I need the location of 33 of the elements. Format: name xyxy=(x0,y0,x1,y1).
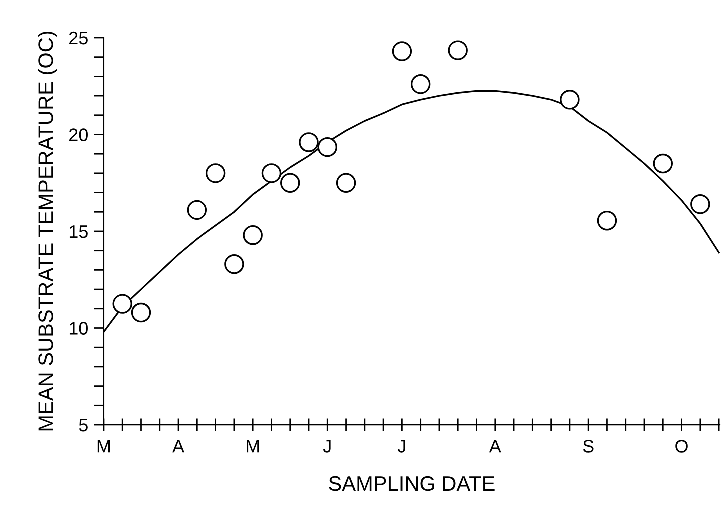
y-tick-label: 10 xyxy=(70,322,88,335)
x-tick-label: M xyxy=(247,440,260,453)
point xyxy=(224,254,244,274)
point xyxy=(318,137,338,158)
y-tick-label: 15 xyxy=(70,226,88,238)
point xyxy=(280,173,300,193)
point xyxy=(299,132,319,152)
point xyxy=(392,42,412,62)
point xyxy=(206,164,226,184)
point xyxy=(410,74,431,94)
x-tick-label: M xyxy=(98,440,110,453)
point xyxy=(597,210,618,231)
y-axis-title: MEAN SUBSTRATE TEMPERATURE (OC) xyxy=(38,32,58,431)
point xyxy=(187,200,208,220)
x-tick-label: J xyxy=(323,440,331,453)
point xyxy=(112,294,132,314)
point xyxy=(560,90,580,110)
x-tick-label: J xyxy=(398,440,406,453)
y-tick-label: 5 xyxy=(79,419,88,432)
point xyxy=(653,154,674,174)
x-tick-label: S xyxy=(583,440,594,453)
point xyxy=(243,226,263,246)
point xyxy=(690,194,710,214)
point xyxy=(448,40,468,60)
x-tick-label: A xyxy=(489,440,502,453)
point xyxy=(262,164,282,184)
y-tick-label: 25 xyxy=(70,32,88,45)
x-tick-label: A xyxy=(172,440,185,453)
point xyxy=(336,173,356,193)
point xyxy=(131,302,152,323)
x-axis-title: SAMPLING DATE xyxy=(329,476,495,492)
y-tick-label: 20 xyxy=(70,128,88,142)
x-tick-label: O xyxy=(676,440,688,453)
